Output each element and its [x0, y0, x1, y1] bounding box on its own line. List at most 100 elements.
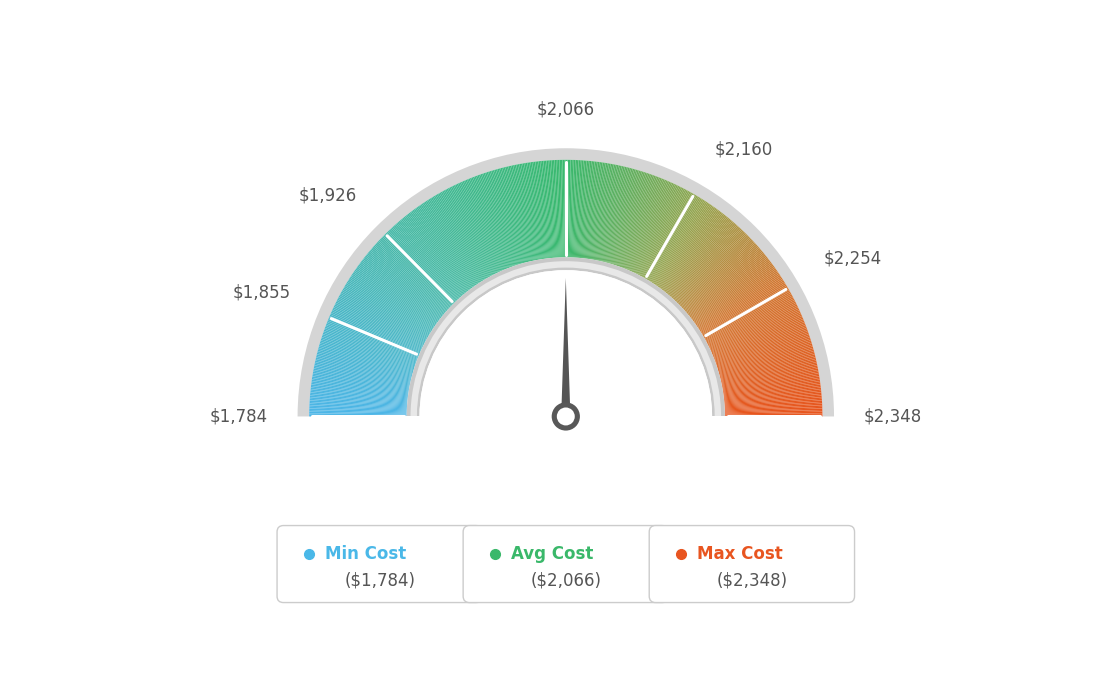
Wedge shape — [359, 263, 438, 322]
Wedge shape — [561, 160, 564, 257]
Wedge shape — [363, 258, 440, 319]
Wedge shape — [722, 368, 818, 388]
Wedge shape — [620, 175, 656, 268]
Wedge shape — [309, 408, 406, 413]
Wedge shape — [581, 161, 592, 258]
Wedge shape — [376, 242, 449, 309]
Wedge shape — [349, 277, 432, 331]
Wedge shape — [609, 170, 637, 264]
Wedge shape — [335, 304, 423, 348]
Wedge shape — [661, 210, 721, 290]
Wedge shape — [693, 263, 773, 322]
Wedge shape — [367, 253, 443, 316]
Wedge shape — [427, 200, 480, 283]
Wedge shape — [517, 164, 535, 260]
Wedge shape — [318, 346, 413, 374]
Wedge shape — [479, 175, 513, 267]
Wedge shape — [397, 221, 463, 297]
Wedge shape — [724, 389, 821, 400]
Wedge shape — [675, 229, 743, 301]
Wedge shape — [670, 223, 735, 297]
FancyBboxPatch shape — [277, 526, 482, 602]
Wedge shape — [546, 160, 555, 258]
Wedge shape — [720, 353, 815, 378]
Wedge shape — [608, 169, 636, 264]
Wedge shape — [405, 216, 467, 293]
Wedge shape — [574, 160, 581, 257]
Wedge shape — [415, 208, 474, 288]
Wedge shape — [551, 160, 558, 257]
Wedge shape — [724, 395, 821, 404]
Wedge shape — [660, 210, 720, 289]
Wedge shape — [588, 162, 604, 259]
Wedge shape — [655, 204, 710, 285]
Wedge shape — [339, 294, 426, 342]
Wedge shape — [649, 198, 702, 282]
Wedge shape — [713, 320, 805, 358]
Wedge shape — [564, 160, 565, 257]
Wedge shape — [315, 364, 410, 385]
Wedge shape — [467, 179, 506, 270]
Wedge shape — [641, 190, 690, 277]
Wedge shape — [659, 209, 718, 288]
Wedge shape — [668, 219, 732, 295]
Wedge shape — [311, 384, 407, 397]
Wedge shape — [365, 255, 442, 317]
Wedge shape — [645, 194, 696, 279]
Wedge shape — [691, 258, 768, 319]
Wedge shape — [571, 160, 575, 257]
Wedge shape — [639, 188, 686, 275]
Wedge shape — [688, 252, 764, 315]
Wedge shape — [511, 166, 533, 261]
Wedge shape — [677, 233, 746, 303]
Text: $1,784: $1,784 — [210, 408, 268, 426]
Wedge shape — [344, 284, 429, 335]
Wedge shape — [539, 161, 550, 258]
Wedge shape — [310, 386, 407, 399]
Wedge shape — [406, 215, 467, 292]
Wedge shape — [373, 246, 447, 311]
Wedge shape — [331, 310, 421, 351]
Wedge shape — [719, 344, 813, 372]
Polygon shape — [561, 278, 571, 426]
Wedge shape — [714, 322, 805, 359]
Wedge shape — [337, 299, 424, 344]
Wedge shape — [487, 172, 518, 265]
Wedge shape — [384, 234, 454, 304]
Wedge shape — [725, 407, 822, 411]
Wedge shape — [319, 344, 413, 372]
Wedge shape — [724, 388, 821, 400]
Wedge shape — [410, 212, 470, 290]
Wedge shape — [361, 260, 439, 321]
Wedge shape — [317, 351, 412, 377]
Wedge shape — [333, 307, 422, 350]
Text: Max Cost: Max Cost — [697, 545, 783, 564]
Wedge shape — [524, 163, 541, 259]
Wedge shape — [617, 173, 649, 266]
Wedge shape — [716, 335, 810, 367]
Wedge shape — [314, 367, 410, 386]
Wedge shape — [656, 204, 711, 286]
Wedge shape — [650, 199, 703, 282]
Wedge shape — [510, 166, 532, 262]
Text: $2,066: $2,066 — [537, 101, 595, 119]
Wedge shape — [696, 268, 776, 326]
Wedge shape — [508, 166, 531, 262]
Wedge shape — [724, 386, 821, 399]
Wedge shape — [572, 160, 577, 257]
Wedge shape — [321, 337, 414, 368]
Wedge shape — [352, 273, 434, 328]
Wedge shape — [439, 193, 488, 278]
Wedge shape — [484, 173, 516, 266]
Wedge shape — [640, 190, 688, 277]
Wedge shape — [558, 160, 562, 257]
Wedge shape — [392, 226, 459, 299]
Wedge shape — [518, 164, 537, 260]
Wedge shape — [725, 410, 822, 413]
Wedge shape — [704, 290, 790, 339]
Wedge shape — [311, 380, 408, 395]
Wedge shape — [319, 345, 413, 373]
Wedge shape — [697, 271, 778, 327]
Wedge shape — [420, 270, 712, 417]
Wedge shape — [587, 162, 603, 259]
